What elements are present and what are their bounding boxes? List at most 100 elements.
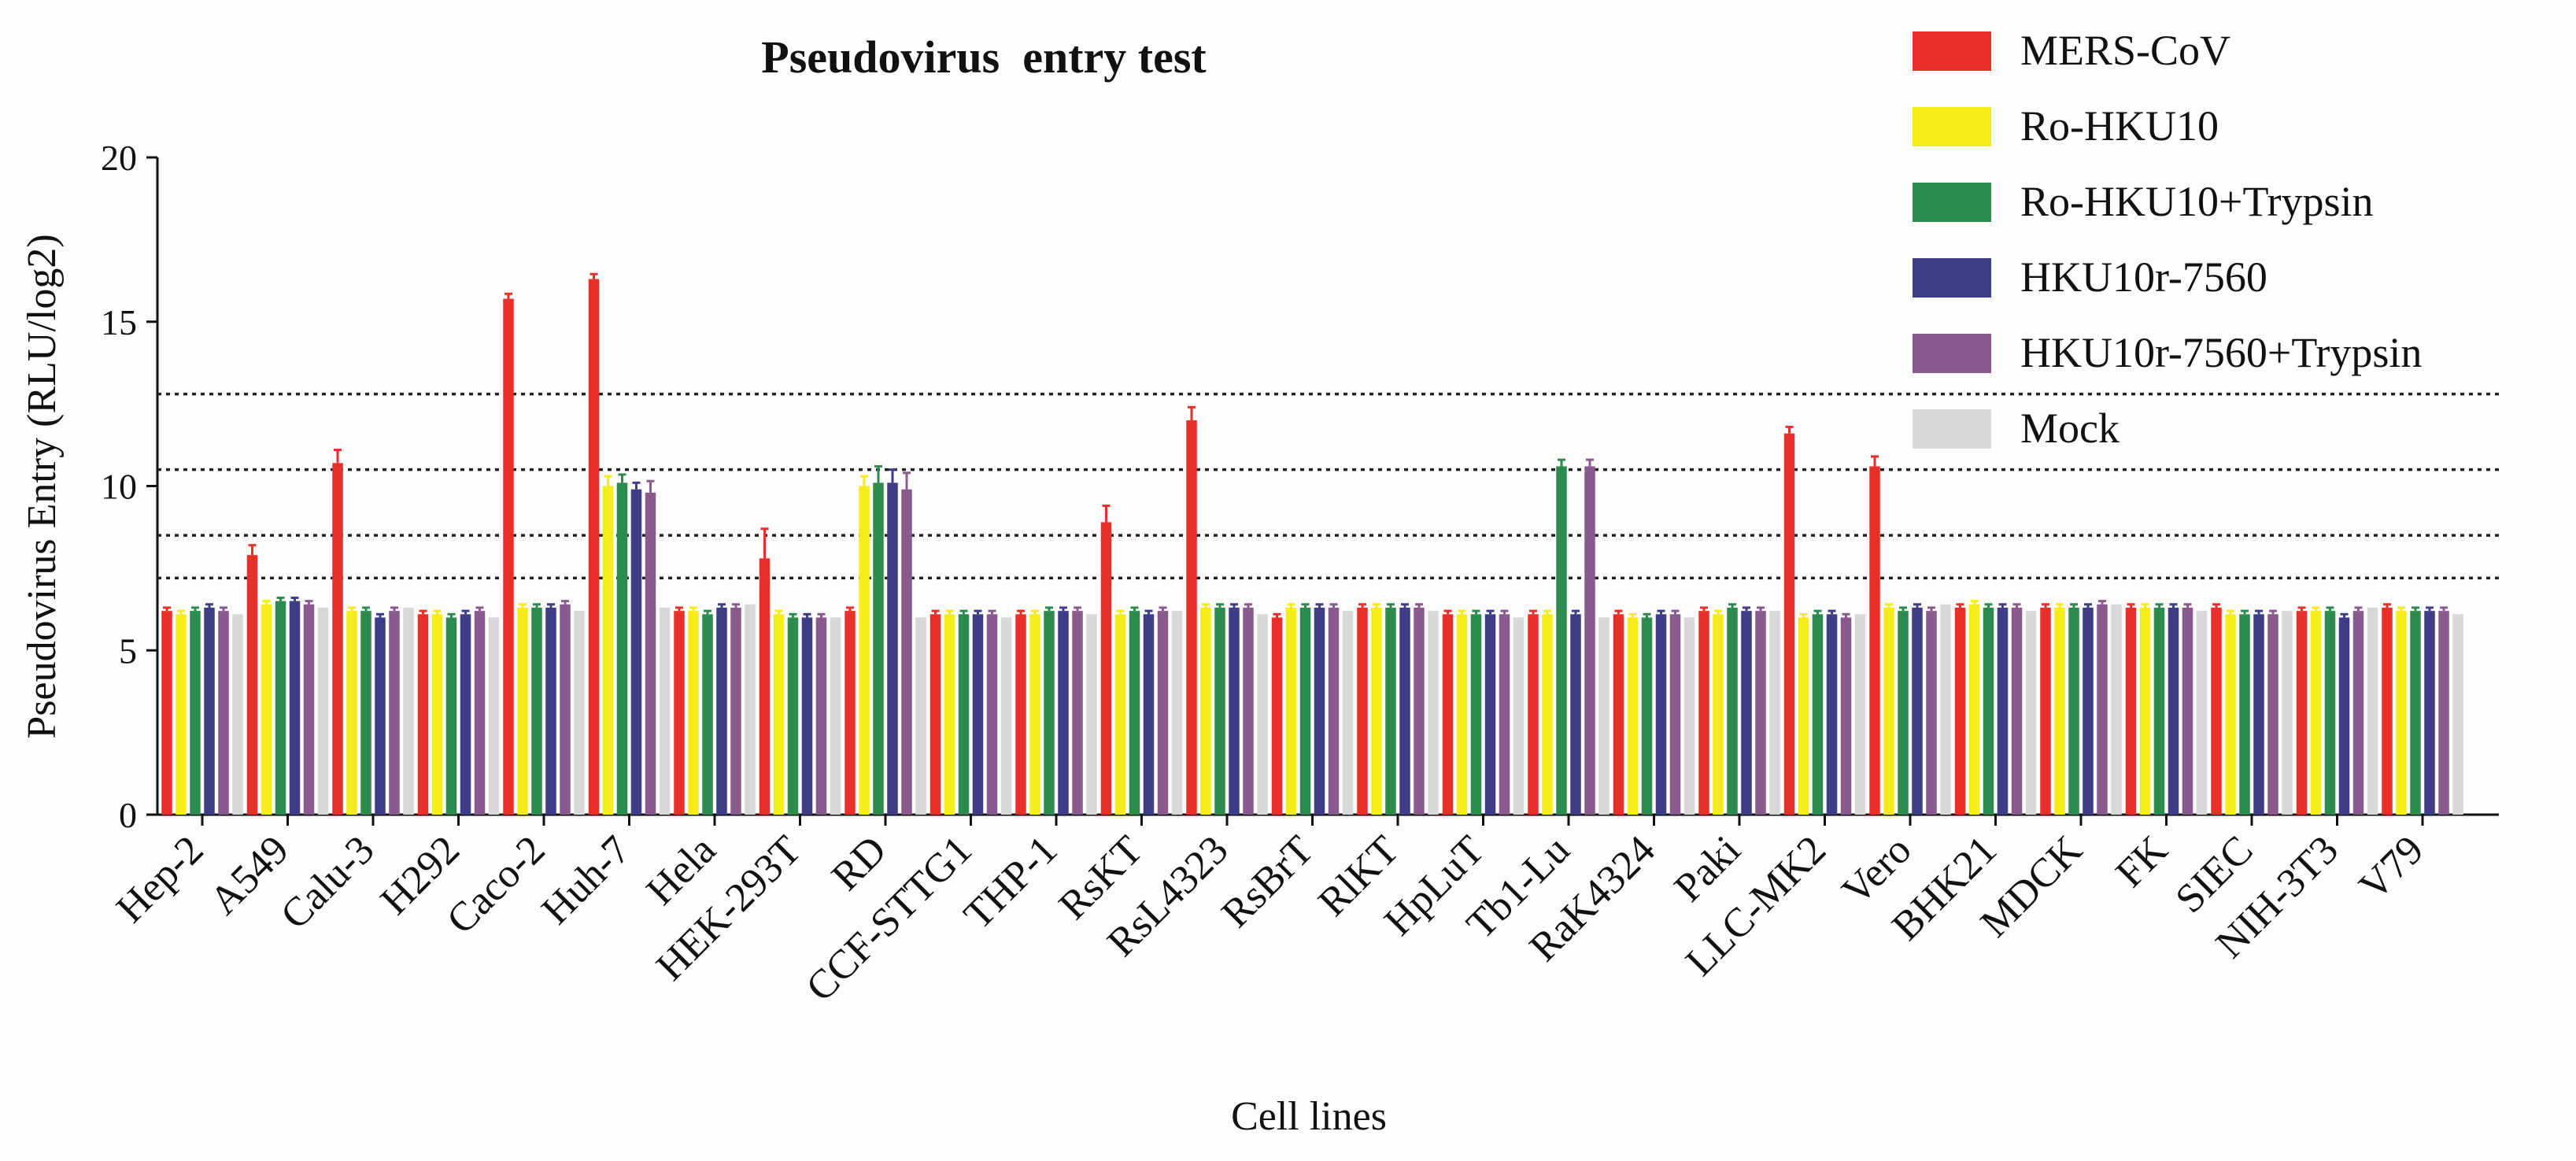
bar <box>560 604 571 815</box>
bar <box>1086 614 1097 815</box>
bar <box>417 614 429 815</box>
bar <box>1783 433 1795 815</box>
bar <box>332 463 343 815</box>
bar <box>389 611 400 815</box>
x-tick-label: Calu-3 <box>272 827 383 937</box>
bar <box>645 492 656 815</box>
bar <box>1414 607 1425 815</box>
bar <box>1869 466 1880 815</box>
bar <box>1912 607 1923 815</box>
bar <box>659 607 671 815</box>
bar <box>161 611 172 815</box>
bar <box>1470 614 1482 815</box>
bar <box>1015 614 1026 815</box>
bar <box>730 607 741 815</box>
bar <box>815 617 827 815</box>
y-tick-label: 5 <box>119 630 137 671</box>
bar <box>2367 607 2378 815</box>
bar <box>2111 604 2122 815</box>
bar <box>1171 611 1183 815</box>
bar <box>1713 614 1724 815</box>
bar <box>1186 420 1197 815</box>
bar <box>488 617 500 815</box>
bar <box>787 617 799 815</box>
bars <box>161 272 2463 815</box>
bar <box>1100 522 1112 815</box>
bar <box>2182 607 2193 815</box>
bar <box>2153 607 2165 815</box>
bar <box>759 558 771 815</box>
bar <box>2396 611 2407 815</box>
bar <box>801 617 813 815</box>
bar <box>445 617 457 815</box>
bar <box>1727 607 1738 815</box>
bar <box>745 604 756 815</box>
legend-swatch <box>1913 258 1991 298</box>
y-tick-label: 15 <box>101 302 137 342</box>
bar <box>773 614 785 815</box>
bar <box>232 614 243 815</box>
bar <box>1456 614 1468 815</box>
bar <box>1357 607 1368 815</box>
bar <box>1200 607 1211 815</box>
bar <box>1584 466 1595 815</box>
bar <box>1072 611 1083 815</box>
bar <box>2410 611 2421 815</box>
x-tick-label: THP-1 <box>955 827 1066 937</box>
bar <box>403 607 414 815</box>
chart-title: Pseudovirus entry test <box>761 31 1207 83</box>
bar <box>1058 611 1069 815</box>
bar <box>1271 617 1283 815</box>
bar <box>1157 611 1169 815</box>
y-tick-label: 0 <box>119 795 137 835</box>
bar <box>1840 617 1852 815</box>
bar <box>2040 607 2051 815</box>
bar <box>574 611 585 815</box>
bar <box>204 607 215 815</box>
x-tick-label: FK <box>2108 827 2177 897</box>
legend-label: Ro-HKU10 <box>2020 102 2219 150</box>
bar <box>1798 617 1809 815</box>
bar <box>2382 607 2393 815</box>
legend-label: Mock <box>2020 405 2120 452</box>
bar <box>2097 604 2108 815</box>
bar <box>1669 614 1681 815</box>
x-axis-title: Cell lines <box>1231 1094 1387 1139</box>
bar <box>431 614 443 815</box>
bar <box>1114 614 1126 815</box>
bar <box>688 611 699 815</box>
bar <box>317 607 329 815</box>
bar <box>2296 611 2308 815</box>
bar <box>2438 611 2449 815</box>
x-tick-label: Huh-7 <box>534 827 639 933</box>
bar <box>1655 614 1667 815</box>
bar <box>2282 611 2293 815</box>
bar <box>1826 614 1838 815</box>
bar <box>2239 614 2250 815</box>
y-tick-label: 20 <box>101 138 137 178</box>
x-tick-label: RD <box>823 827 895 899</box>
bar <box>915 617 926 815</box>
bar <box>346 611 357 815</box>
bar <box>1570 614 1581 815</box>
legend: MERS-CoV Ro-HKU10 Ro-HKU10+Trypsin HKU10r-7… <box>1913 27 2422 452</box>
bar <box>218 611 229 815</box>
bar <box>1683 617 1695 815</box>
bar <box>1513 617 1525 815</box>
bar <box>289 601 301 815</box>
bar <box>1812 614 1824 815</box>
bar <box>545 607 556 815</box>
bar <box>887 483 898 815</box>
bar <box>1484 614 1496 815</box>
legend-swatch <box>1913 409 1991 449</box>
legend-label: MERS-CoV <box>2020 27 2230 74</box>
legend-label: HKU10r-7560+Trypsin <box>2020 329 2422 376</box>
bar <box>674 611 685 815</box>
x-tick-label: RsBrT <box>1214 827 1322 936</box>
bar <box>303 604 315 815</box>
bar <box>1299 607 1311 815</box>
legend-swatch <box>1913 183 1991 222</box>
bar <box>1499 614 1510 815</box>
bar <box>460 614 471 815</box>
bar <box>1385 607 1396 815</box>
